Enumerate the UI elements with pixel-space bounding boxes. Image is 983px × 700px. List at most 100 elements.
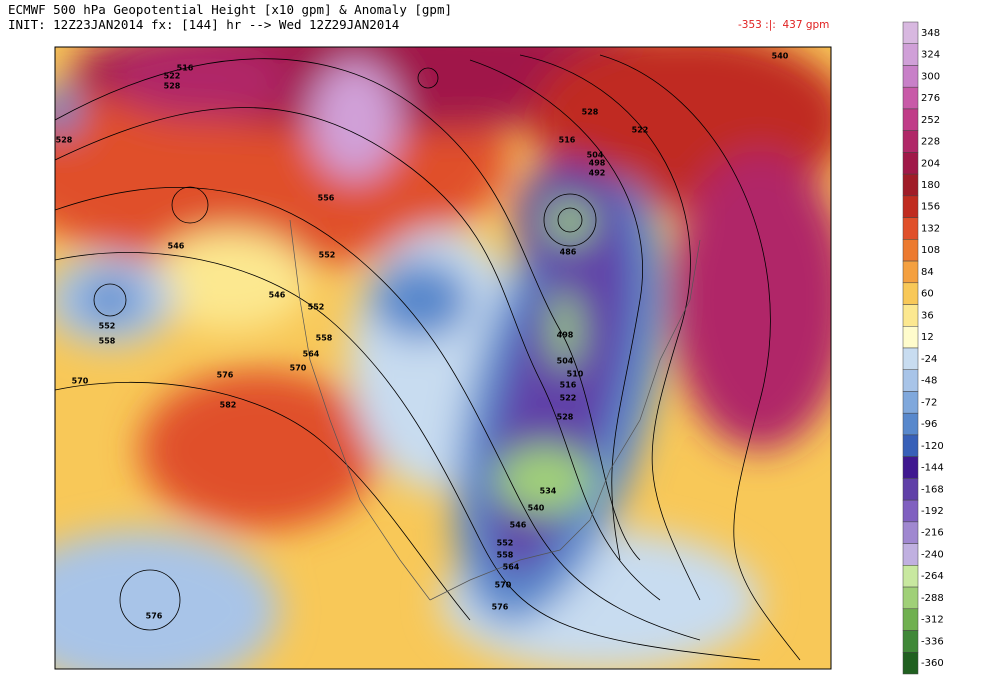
colorbar-label: -144 <box>921 463 944 474</box>
colorbar-swatch <box>902 43 919 66</box>
colorbar-swatch <box>902 521 919 544</box>
colorbar-label: -288 <box>921 593 944 604</box>
colorbar-swatch <box>902 217 919 240</box>
colorbar-swatch <box>902 434 919 457</box>
contour-label: 516 <box>177 64 194 73</box>
title: ECMWF 500 hPa Geopotential Height [x10 g… <box>8 2 453 17</box>
contour-label: 576 <box>146 612 163 621</box>
colorbar-swatch <box>902 239 919 262</box>
colorbar-swatch <box>902 630 919 653</box>
contour-label: 564 <box>503 563 520 572</box>
colorbar-label: 228 <box>921 137 940 148</box>
colorbar-label: 132 <box>921 223 940 234</box>
contour-label: 504 <box>587 151 604 160</box>
anomaly-field <box>55 47 831 669</box>
colorbar-label: 36 <box>921 310 934 321</box>
contour-label: 552 <box>99 322 116 331</box>
contour-label: 528 <box>164 82 181 91</box>
contour-label: 558 <box>316 334 333 343</box>
colorbar-label: 252 <box>921 115 940 126</box>
colorbar-swatch <box>902 326 919 349</box>
colorbar-swatch <box>902 260 919 284</box>
colorbar-label: 300 <box>921 71 940 82</box>
colorbar-label: -72 <box>921 397 937 408</box>
colorbar-swatch <box>902 608 919 631</box>
contour-label: 546 <box>510 521 527 530</box>
colorbar-label: -48 <box>921 376 937 387</box>
contour-label: 522 <box>632 126 649 135</box>
contour-label: 528 <box>56 136 73 145</box>
contour-label: 556 <box>318 194 335 203</box>
colorbar-label: -264 <box>921 571 944 582</box>
colorbar-label: 12 <box>921 332 934 343</box>
contour-label: 528 <box>557 413 574 422</box>
contour-label: 582 <box>220 401 237 410</box>
contour-label: 576 <box>492 603 509 612</box>
colorbar-swatch <box>902 282 919 305</box>
colorbar-label: 108 <box>921 245 940 256</box>
contour-label: 498 <box>557 331 574 340</box>
colorbar-swatch <box>902 543 919 566</box>
contour-label: 552 <box>308 303 325 312</box>
contours <box>55 54 801 661</box>
colorbar-swatch <box>902 108 919 131</box>
contour-label: 534 <box>540 487 557 496</box>
colorbar-swatch <box>902 21 919 44</box>
colorbar-swatch <box>902 195 919 218</box>
contour-label: 558 <box>99 337 116 346</box>
colorbar-label: 84 <box>921 267 934 278</box>
colorbar-label: 156 <box>921 202 940 213</box>
colorbar-label: 324 <box>921 50 940 61</box>
contour-label: 570 <box>72 377 89 386</box>
contour-label: 516 <box>559 136 576 145</box>
colorbar-swatch <box>902 65 919 88</box>
colorbar-label: -192 <box>921 506 944 517</box>
colorbar-label: 204 <box>921 158 940 169</box>
contour-label: 510 <box>567 370 584 379</box>
colorbar-label: -96 <box>921 419 937 430</box>
colorbar-swatch <box>902 347 919 370</box>
contour-label: 486 <box>560 248 577 257</box>
colorbar-label: -312 <box>921 615 944 626</box>
contour-label: 576 <box>217 371 234 380</box>
colorbar-label: -336 <box>921 636 944 647</box>
colorbar-label: -120 <box>921 441 944 452</box>
contour-label: 570 <box>290 364 307 373</box>
contour-label: 528 <box>582 108 599 117</box>
contour-label: 546 <box>168 242 185 251</box>
colorbar-swatch <box>902 173 919 197</box>
contour-label: 558 <box>497 551 514 560</box>
colorbar-label: 60 <box>921 289 934 300</box>
colorbar-label: -24 <box>921 354 937 365</box>
colorbar-swatch <box>902 369 919 392</box>
colorbar-swatch <box>902 130 919 153</box>
colorbar-swatch <box>902 304 919 327</box>
colorbar-swatch <box>902 152 919 175</box>
map-frame <box>54 46 832 670</box>
colorbar-label: -240 <box>921 549 944 560</box>
anomaly-range: -353 :|: 437 gpm <box>738 19 830 31</box>
contour-label: 492 <box>589 169 606 178</box>
contour-label: 540 <box>528 504 545 513</box>
contour-label: 522 <box>164 72 181 81</box>
colorbar-swatch <box>902 391 919 414</box>
contour-label: 522 <box>560 394 577 403</box>
contour-label: 552 <box>497 539 514 548</box>
colorbar-label: 348 <box>921 28 940 39</box>
contour-label: 552 <box>319 251 336 260</box>
contour-label: 504 <box>557 357 574 366</box>
contour-label: 570 <box>495 581 512 590</box>
contour-label: 540 <box>772 52 789 61</box>
colorbar-label: -168 <box>921 484 944 495</box>
colorbar-swatch <box>902 565 919 588</box>
contour-label: 564 <box>303 350 320 359</box>
coastlines <box>289 219 701 601</box>
colorbar-swatch <box>902 652 919 675</box>
colorbar-label: 276 <box>921 93 940 104</box>
colorbar-swatch <box>902 586 919 610</box>
colorbar-swatch <box>902 412 919 436</box>
colorbar-label: -216 <box>921 528 944 539</box>
contour-label: 516 <box>560 381 577 390</box>
